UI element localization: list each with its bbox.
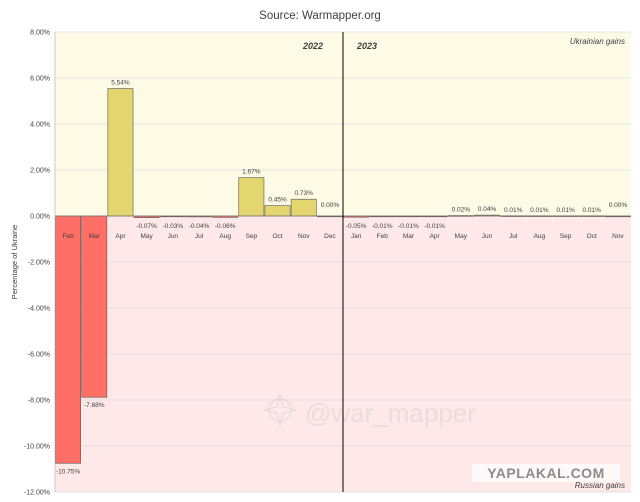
data-label: 0.01% [583, 207, 602, 214]
data-label: -7.88% [84, 402, 105, 409]
watermark: @war_mapper [263, 393, 476, 428]
x-tick-label: Sep [246, 233, 258, 240]
y-tick-label: 8.00% [30, 30, 50, 37]
data-label: -0.04% [189, 223, 210, 230]
year-labels: 2022 2023 [302, 41, 377, 51]
compass-rose-logo [263, 393, 297, 427]
bars [55, 88, 631, 464]
x-tick-label: May [455, 233, 468, 240]
data-label: 0.00% [321, 202, 340, 209]
y-tick-label: 0.00% [30, 214, 50, 221]
x-tick-label: Feb [62, 233, 74, 240]
x-tick-label: Jun [482, 233, 493, 240]
data-label: -10.75% [56, 468, 80, 475]
bar [238, 177, 265, 217]
y-axis-ticks: 8.00% 6.00% 4.00% 2.00% 0.00% -2.00% -4.00% -6.… [24, 30, 50, 497]
x-tick-label: Sep [560, 233, 572, 240]
y-tick-label: 2.00% [30, 168, 50, 175]
x-tick-label: Mar [89, 233, 101, 240]
x-tick-label: Oct [587, 233, 597, 240]
y-tick-label: 6.00% [30, 76, 50, 83]
x-tick-label: Jul [195, 233, 204, 240]
data-label: 0.00% [609, 202, 628, 209]
year-label-2022: 2022 [302, 41, 323, 51]
x-tick-label: Apr [115, 233, 126, 240]
site-watermark-text: YAPLAKAL.COM [487, 465, 605, 481]
site-watermark: YAPLAKAL.COM [472, 464, 620, 482]
data-label: 5.54% [111, 80, 130, 87]
x-tick-label: Oct [272, 233, 282, 240]
data-label: -0.01% [372, 223, 393, 230]
x-tick-label: Nov [298, 233, 310, 240]
data-label: -0.03% [163, 223, 184, 230]
bar [290, 198, 317, 217]
data-label: -0.01% [398, 223, 419, 230]
data-label: -0.06% [215, 223, 236, 230]
x-tick-label: Feb [377, 233, 389, 240]
data-label: -0.01% [424, 223, 445, 230]
y-tick-label: -6.00% [28, 352, 50, 359]
data-label: 1.67% [242, 169, 261, 176]
bar [264, 205, 291, 217]
data-label: 0.73% [295, 190, 314, 197]
x-tick-label: Apr [430, 233, 441, 240]
y-tick-label: -8.00% [28, 398, 50, 405]
x-tick-label: Mar [403, 233, 415, 240]
y-tick-label: 4.00% [30, 122, 50, 129]
x-tick-label: Jul [509, 233, 518, 240]
y-tick-label: -2.00% [28, 260, 50, 267]
data-label: 0.01% [556, 207, 575, 214]
year-label-2023: 2023 [356, 41, 377, 51]
data-label: 0.01% [530, 207, 549, 214]
y-tick-label: -12.00% [24, 490, 50, 497]
data-label: -0.07% [136, 223, 157, 230]
data-label: 0.01% [504, 207, 523, 214]
x-tick-label: Nov [612, 233, 624, 240]
chart-title: Source: Warmapper.org [259, 10, 381, 22]
y-axis-title: Percentage of Ukraine [10, 225, 19, 300]
russian-gains-label: Russian gains [575, 481, 625, 490]
y-tick-label: -10.00% [24, 444, 50, 451]
x-tick-label: Aug [219, 233, 231, 240]
bar [81, 215, 108, 398]
watermark-handle: @war_mapper [305, 398, 476, 428]
data-labels: -10.75% -7.88% 5.54% -0.07% -0.03% -0.04% -0.0… [56, 80, 627, 476]
data-label: 0.45% [268, 197, 287, 204]
data-label: -0.05% [346, 223, 367, 230]
bar [55, 215, 81, 464]
bar [107, 88, 134, 217]
ukrainian-gains-label: Ukrainian gains [570, 37, 625, 46]
data-label: 0.02% [452, 207, 471, 214]
data-label: 0.04% [478, 206, 497, 213]
x-tick-label: Jun [168, 233, 179, 240]
x-tick-label: Dec [324, 233, 336, 240]
y-tick-label: -4.00% [28, 306, 50, 313]
x-tick-label: May [140, 233, 153, 240]
x-axis-ticks: Feb Mar Apr May Jun Jul Aug Sep Oct Nov Dec Jan Feb M… [62, 233, 624, 240]
x-tick-label: Aug [534, 233, 546, 240]
x-tick-label: Jan [351, 233, 362, 240]
